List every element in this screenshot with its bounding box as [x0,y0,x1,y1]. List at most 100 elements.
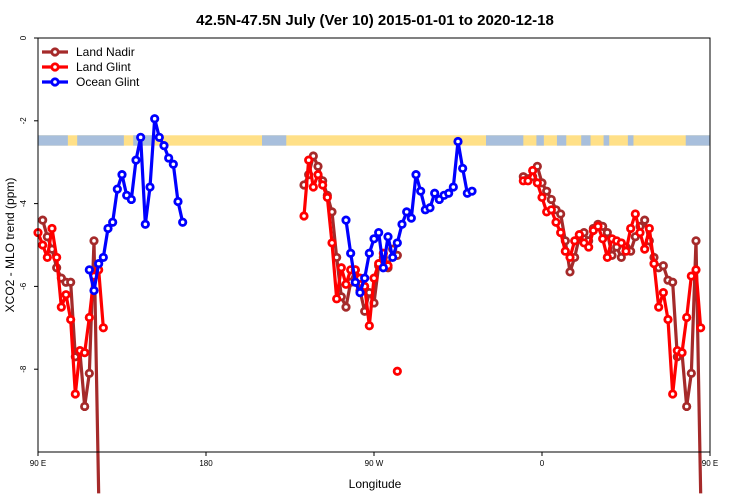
data-point [98,252,108,263]
data-point [364,321,374,331]
data-point [658,261,668,271]
data-point [61,290,71,300]
series-layer [33,114,706,494]
y-tick-label: 0 [19,35,28,40]
series-line [302,154,399,313]
data-point [546,194,556,205]
data-point [98,323,108,333]
data-point [112,184,122,194]
data-point [532,178,542,188]
axis-layer: 90 E 180 90 W 0 90 E 0 -2 -4 -6 -8 [19,35,718,468]
data-point [635,227,645,238]
data-point [327,238,337,248]
data-point [537,192,547,202]
x-tick-label: 180 [199,459,213,468]
data-point [168,159,178,169]
x-axis-label: Longitude [349,477,402,491]
data-point [66,277,76,287]
legend-label: Land Nadir [76,45,135,59]
data-point [299,211,309,221]
data-point [388,252,398,263]
data-point [574,230,584,240]
data-point [150,114,160,124]
data-point [66,314,76,325]
data-point [374,227,384,238]
ocean-band-segment [627,135,634,146]
data-point [341,279,351,289]
data-point [425,203,435,213]
legend-item: Land Nadir [42,45,135,59]
x-tick-label: 90 E [30,459,46,468]
data-point [686,271,696,281]
ocean-band-segment [603,135,610,146]
series-line [522,164,703,494]
data-point [528,165,538,176]
ocean-band-segment [262,135,287,146]
data-point [556,227,566,238]
data-point [84,368,94,378]
data-point [444,188,454,198]
data-point [560,246,570,256]
data-point [453,136,463,147]
data-point [140,219,150,229]
data-point [397,219,407,229]
legend-marker [50,62,60,72]
series-ocean-glint [84,114,477,298]
land-band [38,135,710,146]
data-point [341,302,351,312]
y-tick-label: -4 [19,199,28,207]
data-point [546,205,556,215]
data-point [658,288,668,298]
data-point [565,267,575,277]
x-tick-label: 0 [540,459,545,468]
data-point [649,259,659,269]
data-point [523,176,533,186]
y-tick-label: -6 [19,282,28,290]
data-point [80,401,90,412]
data-point [103,223,113,234]
data-point [89,236,99,246]
data-point [668,389,678,399]
data-point [686,368,696,378]
y-tick-label: -8 [19,365,28,373]
data-point [369,234,379,244]
data-point [378,263,388,273]
data-point [644,223,654,234]
data-point [565,252,575,263]
data-point [411,170,421,180]
data-point [602,252,612,263]
ocean-band-segment [486,135,524,146]
data-point [677,348,687,358]
data-point [630,209,640,219]
data-point [616,252,626,263]
data-point [458,163,468,174]
data-point [341,215,351,225]
data-point [80,348,90,358]
data-point [392,366,402,376]
legend-marker [50,47,60,57]
data-point [593,221,603,231]
data-point [570,236,580,246]
data-point [364,248,374,258]
data-point [542,186,552,196]
data-point [332,294,342,304]
data-point [38,215,48,225]
ocean-band-segment [581,135,591,146]
data-point [616,238,626,248]
series-land-glint [33,155,706,399]
legend-label: Land Glint [76,60,131,74]
data-point [313,170,323,180]
ocean-band-segment [685,135,710,146]
y-axis-label: XCO2 - MLO trend (ppm) [3,178,17,313]
data-point [383,232,393,242]
data-point [682,401,692,412]
x-tick-label: 90 W [365,459,384,468]
ocean-band-segment [38,135,68,146]
data-point [173,196,183,207]
data-point [136,132,146,142]
data-point [89,285,99,296]
data-point [346,248,356,258]
data-point [551,217,561,227]
